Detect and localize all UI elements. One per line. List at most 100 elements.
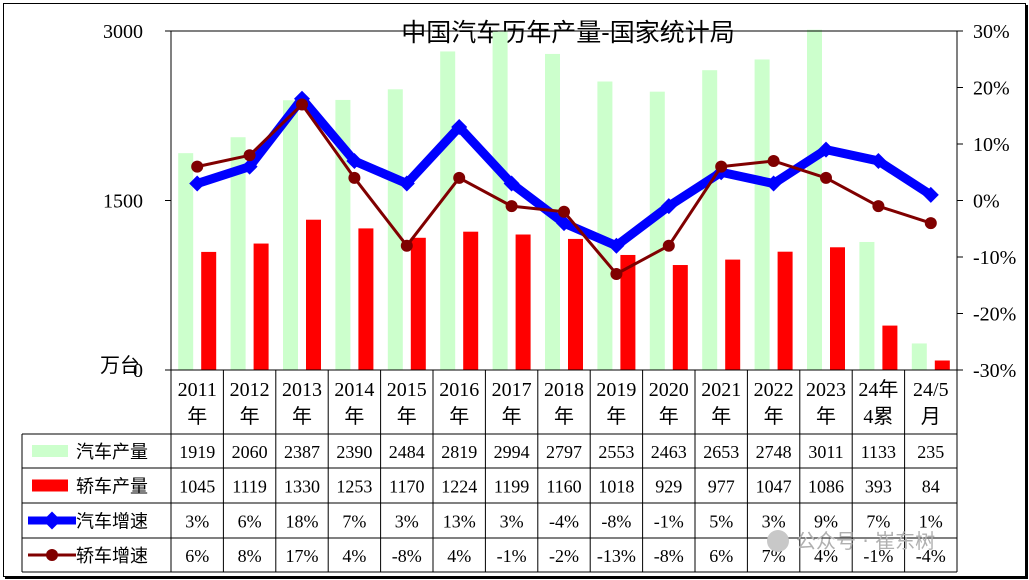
table-cell: 6% [238,512,262,532]
category-label: 2017 [492,379,532,401]
bar-car-8 [620,254,636,370]
table-cell: -4% [916,546,946,566]
marker-auto-growth-11 [765,175,782,192]
table-cell: -2% [549,546,579,566]
category-label: 年 [240,405,260,428]
table-cell: 1224 [441,477,477,497]
category-label: 年 [659,405,679,428]
table-cell: 393 [865,477,892,497]
table-cell: 235 [917,442,944,462]
marker-car-growth-3 [348,171,361,184]
marker-auto-growth-6 [503,175,520,192]
bar-auto-5 [440,51,456,370]
table-cell: 5% [709,512,733,532]
table-cell: 1330 [284,477,320,497]
table-cell: 9% [814,512,838,532]
table-cell: 929 [655,477,682,497]
marker-auto-growth-8 [608,237,625,254]
table-cell: 84 [922,477,940,497]
category-label: 2020 [649,379,689,401]
table-cell: 8% [238,546,262,566]
lines-layer [189,90,939,280]
bars-layer [178,29,950,371]
bar-auto-13 [859,241,875,370]
table-cell: 7% [866,512,890,532]
table-cell: 1919 [179,442,215,462]
bar-car-13 [882,325,898,370]
y-right-label: 0% [973,191,1000,213]
table-cell: -8% [601,512,631,532]
category-label: 2016 [439,379,479,401]
y-right-label: 10% [973,134,1010,156]
marker-car-growth-4 [400,239,413,252]
marker-auto-growth-9 [660,198,677,215]
category-label: 4累 [863,406,893,428]
category-label: 2018 [544,379,584,401]
category-label: 24/5 [913,379,949,401]
table-cell: 1119 [232,477,267,497]
table-cell: 4% [342,546,366,566]
marker-auto-growth-14 [922,186,939,203]
marker-auto-growth-7 [556,215,572,232]
bar-car-1 [253,243,269,370]
marker-auto-growth-12 [818,141,834,158]
table-cell: 3% [395,512,419,532]
category-label: 2023 [806,379,846,401]
y-left-label: 1500 [103,191,143,213]
table-cell: -1% [654,512,684,532]
table-cell: 7% [342,512,366,532]
marker-auto-growth-5 [451,119,468,136]
marker-car-growth-10 [715,160,728,173]
table-cell: 1086 [808,477,844,497]
table-cell: 18% [286,512,319,532]
table-cell: 1% [919,512,943,532]
table-cell: 2387 [284,442,320,462]
category-label: 年 [502,405,522,428]
bar-car-2 [306,219,321,370]
marker-car-growth-11 [767,154,780,167]
marker-auto-growth-3 [346,152,363,169]
table-cell: 2553 [598,442,634,462]
table-cell: 6% [185,546,209,566]
legend-key-1 [32,479,68,492]
data-table: 2011 年 2012 年 2013 年 2014 年 2015 年 2016 年 2017 年 2018 年… [21,370,958,573]
marker-car-growth-9 [662,239,675,252]
marker-car-growth-6 [505,200,518,213]
category-label: 年 [764,405,784,428]
category-label: 年 [711,405,731,428]
table-cell: 2484 [389,442,425,462]
table-cell: -4% [549,512,579,532]
category-label: 年 [606,405,626,428]
marker-car-growth-14 [924,217,937,230]
category-label: 月 [921,406,941,428]
bar-auto-8 [597,81,613,371]
table-cell: 1160 [546,477,581,497]
bar-auto-9 [649,91,665,370]
category-label: 年 [397,405,417,428]
axes-layer: 0 1500 3000 万台 30% 20% 10% 0% -10% -20% -30% [100,21,1016,382]
table-cell: 6% [709,546,733,566]
category-label: 2022 [754,379,794,401]
table-cell: 2797 [546,442,582,462]
table-cell: -1% [863,546,893,566]
bar-car-14 [934,360,950,370]
legend-label-1: 轿车产量 [76,477,148,498]
y-right-label: -20% [973,304,1016,326]
marker-auto-growth-4 [398,175,415,192]
table-cell: 4% [814,546,838,566]
bar-auto-11 [754,59,770,370]
marker-car-growth-0 [191,160,204,173]
category-label: 2013 [282,379,322,401]
y-right-label: -30% [973,360,1016,382]
table-cell: 2748 [756,442,792,462]
bar-car-11 [777,251,793,370]
category-label: 2012 [230,379,270,401]
table-cell: 2390 [336,442,372,462]
watermark-text: 公众号 · 崔东树 [796,529,935,553]
table-cell: 1253 [336,477,372,497]
table-cell: 2463 [651,442,687,462]
table-cell: 3011 [808,442,843,462]
y-right-label: 20% [973,78,1010,100]
table-cell: -13% [597,546,636,566]
table-cell: 1045 [179,477,215,497]
